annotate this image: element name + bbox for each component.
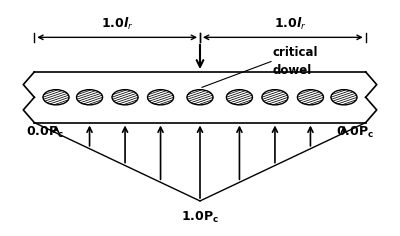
Circle shape bbox=[262, 90, 288, 105]
Text: $\mathbf{0.0P_c}$: $\mathbf{0.0P_c}$ bbox=[336, 125, 374, 140]
Circle shape bbox=[298, 90, 324, 105]
Text: $\mathbf{1.0P_c}$: $\mathbf{1.0P_c}$ bbox=[181, 210, 219, 225]
Circle shape bbox=[76, 90, 102, 105]
Text: $\mathbf{1.0}\boldsymbol{l}_r$: $\mathbf{1.0}\boldsymbol{l}_r$ bbox=[274, 16, 307, 32]
Circle shape bbox=[226, 90, 252, 105]
Text: critical: critical bbox=[273, 46, 318, 59]
Text: $\mathbf{1.0}\boldsymbol{l}_r$: $\mathbf{1.0}\boldsymbol{l}_r$ bbox=[101, 16, 134, 32]
Text: dowel: dowel bbox=[273, 63, 312, 76]
Circle shape bbox=[148, 90, 174, 105]
Circle shape bbox=[43, 90, 69, 105]
Circle shape bbox=[112, 90, 138, 105]
Circle shape bbox=[187, 90, 213, 105]
Text: $\mathbf{0.0P_c}$: $\mathbf{0.0P_c}$ bbox=[26, 125, 64, 140]
Circle shape bbox=[331, 90, 357, 105]
